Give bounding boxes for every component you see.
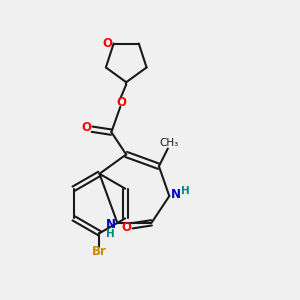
Text: Br: Br [92,245,107,258]
Text: H: H [181,186,190,196]
Text: N: N [171,188,181,201]
Text: O: O [117,96,127,109]
Text: O: O [102,37,112,50]
Text: CH₃: CH₃ [160,138,179,148]
Text: H: H [106,229,115,239]
Text: N: N [106,218,116,231]
Text: O: O [81,121,91,134]
Text: O: O [122,221,132,234]
